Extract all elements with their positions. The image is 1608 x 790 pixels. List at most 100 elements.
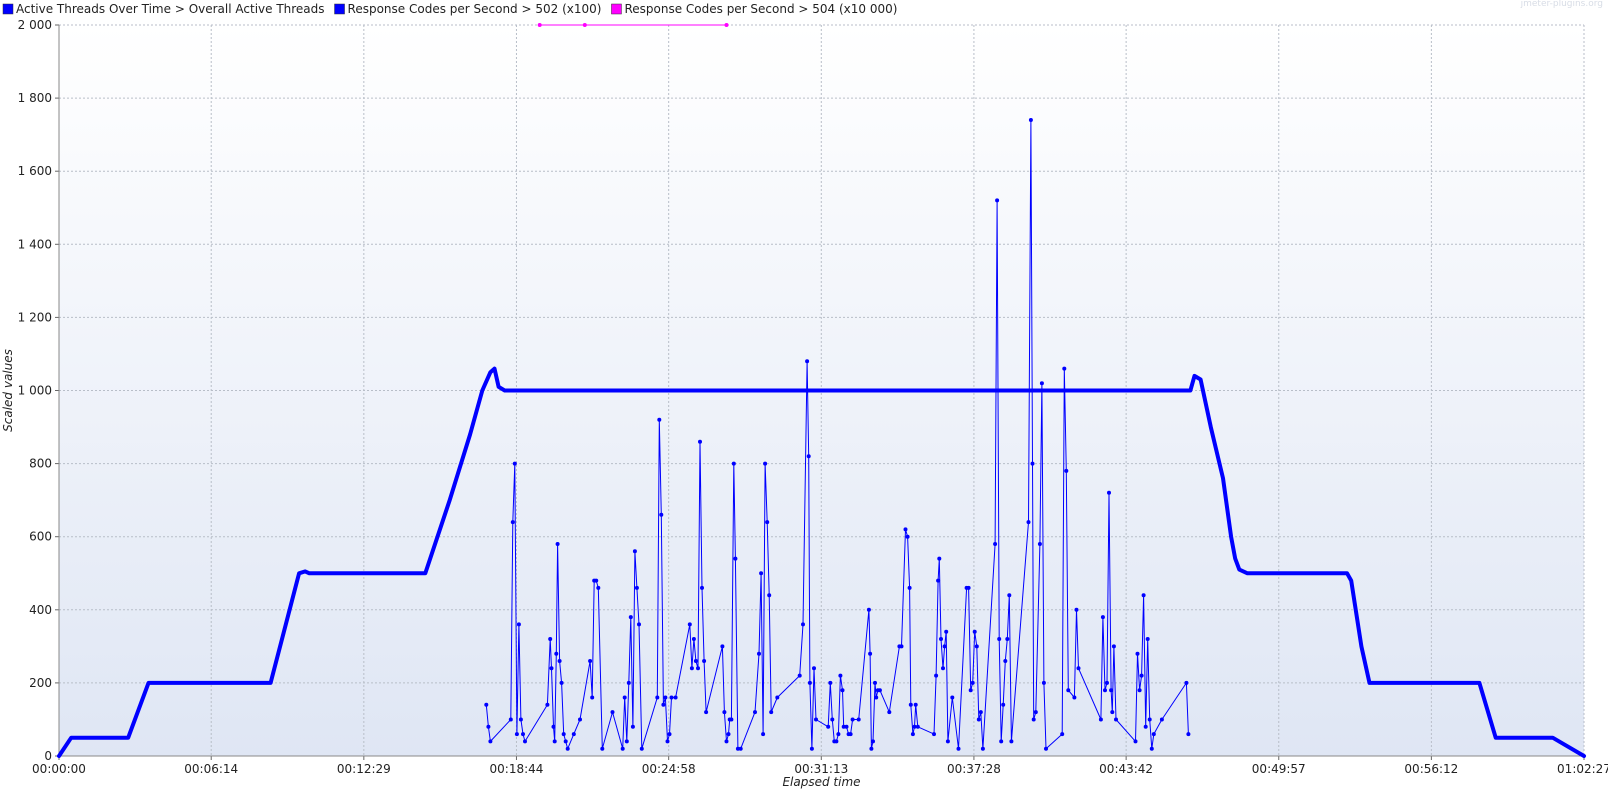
series-2-point — [1151, 732, 1156, 737]
series-2-point — [637, 622, 641, 627]
series-2-point — [1033, 710, 1038, 715]
series-2-point — [995, 198, 1000, 203]
series-2-point — [548, 637, 553, 641]
series-2-point — [624, 739, 629, 744]
series-2-point — [667, 732, 672, 737]
series-2-point — [1003, 659, 1008, 663]
series-2-point — [565, 746, 570, 751]
series-2-point — [1074, 607, 1079, 612]
series-2-point — [729, 717, 734, 722]
series-2-point — [993, 542, 998, 546]
series-2-point — [871, 739, 875, 744]
series-2-point — [936, 578, 941, 583]
y-tick-label: 1 000 — [18, 384, 52, 398]
series-2-point — [869, 746, 874, 751]
x-axis-title: Elapsed time — [782, 775, 860, 789]
y-tick-label: 600 — [29, 530, 52, 544]
series-2-point — [912, 724, 917, 729]
watermark: jmeter-plugins.org — [1520, 0, 1603, 9]
series-2-point — [622, 695, 627, 700]
series-2-point — [838, 673, 843, 678]
y-tick-label: 1 200 — [18, 310, 52, 324]
series-2-point — [661, 702, 666, 707]
series-2-point — [848, 732, 853, 737]
series-2-point — [903, 527, 908, 532]
series-2-point — [937, 556, 942, 561]
series-2-point — [805, 359, 810, 364]
series-2-point — [1107, 490, 1111, 495]
series-2-point — [657, 417, 662, 422]
series-2-point — [950, 695, 955, 700]
series-2-point — [1139, 673, 1144, 678]
series-2-point — [761, 732, 766, 737]
series-2-point — [999, 739, 1004, 744]
series-2-point — [934, 673, 939, 678]
series-2-point — [571, 732, 576, 737]
series-2-point — [600, 746, 605, 751]
series-2-point — [1028, 118, 1033, 122]
x-tick-label: 00:49:57 — [1252, 762, 1306, 776]
series-2-point — [826, 724, 831, 729]
y-tick-label: 200 — [29, 676, 52, 690]
series-2-point — [1105, 680, 1109, 685]
series-2-point — [689, 666, 694, 671]
series-2-point — [1044, 746, 1048, 751]
series-2-point — [1133, 739, 1138, 744]
y-tick-label: 1 800 — [18, 91, 52, 105]
series-2-point — [976, 717, 981, 722]
series-2-point — [1030, 461, 1035, 466]
axes: 0 200 400 600 800 1 000 1 200 1 400 1 600 1 800 2 … — [18, 18, 1608, 776]
series-2-point — [970, 680, 975, 685]
x-tick-label: 00:24:58 — [642, 762, 696, 776]
series-2-point — [797, 673, 802, 678]
series-2-point — [630, 724, 635, 729]
series-2-point — [523, 739, 527, 744]
series-2-point — [887, 710, 892, 715]
series-line-1 — [57, 366, 1586, 758]
series-2-point — [626, 680, 631, 685]
series-2-point — [763, 461, 768, 466]
series-2-point — [1147, 717, 1152, 722]
series-2-point — [908, 702, 913, 707]
series-2-point — [1005, 637, 1010, 641]
series-2-point — [841, 724, 846, 729]
series-2-point — [669, 695, 674, 700]
series-2-point — [516, 622, 521, 627]
series-2-point — [691, 637, 696, 641]
series-2-point — [807, 680, 812, 685]
y-tick-label: 800 — [29, 457, 52, 471]
x-tick-label: 00:12:29 — [337, 762, 391, 776]
series-2-point — [757, 651, 761, 656]
series-2-point — [1109, 688, 1114, 693]
series-2-point — [910, 732, 915, 737]
series-2-point — [874, 695, 879, 700]
series-2-point — [738, 746, 743, 751]
series-2-point — [559, 680, 564, 685]
x-tick-label: 00:31:13 — [794, 762, 848, 776]
series-2-point — [939, 637, 943, 641]
series-2-point — [850, 717, 855, 722]
series-2-point — [632, 549, 637, 554]
series-2-point — [944, 629, 949, 634]
series-2-point — [809, 746, 814, 751]
series-2-point — [828, 680, 833, 685]
series-2-point — [545, 702, 550, 707]
series-2-point — [1031, 717, 1036, 722]
series-2-point — [877, 688, 882, 693]
series-2-point — [769, 710, 774, 715]
series-2-point — [866, 607, 871, 612]
series-2-point — [997, 637, 1002, 641]
series-2-point — [1076, 666, 1081, 671]
series-2-point — [700, 585, 704, 590]
series-2-point — [905, 534, 910, 539]
series-2-point — [830, 717, 835, 722]
series-2-point — [836, 732, 841, 737]
series-2-point — [978, 710, 983, 715]
series-2-point — [913, 702, 918, 707]
series-2-point — [733, 556, 738, 561]
series-2-point — [1110, 710, 1115, 715]
series-2-point — [907, 585, 912, 590]
series-2-point — [765, 520, 770, 525]
series-2-point — [722, 710, 727, 715]
x-tick-label: 00:43:42 — [1099, 762, 1153, 776]
